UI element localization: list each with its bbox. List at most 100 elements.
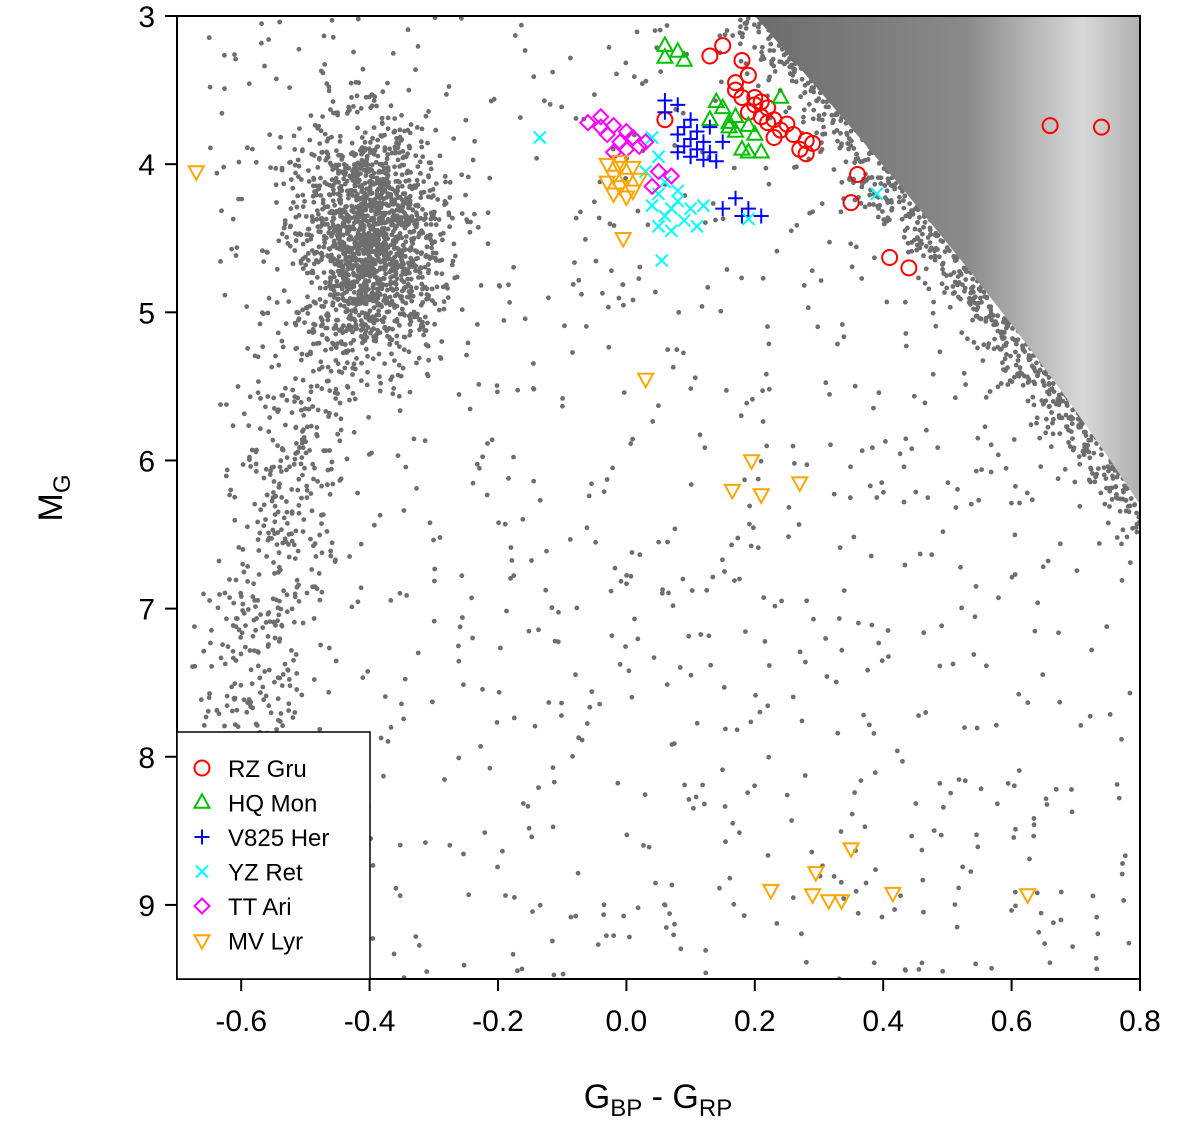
field-star-point — [383, 242, 389, 247]
field-star-point — [342, 342, 348, 347]
field-star-point — [394, 303, 400, 309]
field-star-point — [329, 208, 335, 214]
field-star-point — [344, 456, 350, 462]
field-star-point — [1034, 360, 1039, 366]
field-star-point — [713, 217, 718, 223]
field-star-point — [370, 863, 376, 868]
field-star-point — [364, 295, 370, 301]
field-star-point — [886, 179, 891, 185]
field-star-point — [766, 77, 772, 83]
field-star-point — [898, 893, 903, 899]
field-star-point — [624, 573, 629, 578]
field-star-point — [398, 273, 404, 278]
field-star-point — [738, 58, 744, 64]
field-star-point — [227, 595, 233, 600]
field-star-point — [337, 478, 343, 483]
field-star-point — [614, 71, 619, 77]
field-star-point — [399, 258, 405, 264]
field-star-point — [383, 282, 389, 288]
field-star-point — [925, 235, 931, 240]
field-star-point — [443, 179, 448, 185]
data-point-hq-mon — [707, 91, 726, 109]
field-star-point — [1089, 647, 1094, 653]
field-star-point — [370, 135, 375, 141]
field-star-point — [573, 913, 579, 919]
field-star-point — [623, 60, 629, 66]
field-star-point — [379, 191, 385, 197]
field-star-point — [308, 423, 314, 429]
field-star-point — [257, 426, 263, 432]
field-star-point — [937, 663, 943, 669]
field-star-point — [1058, 889, 1064, 895]
field-star-point — [748, 543, 754, 549]
field-star-point — [268, 710, 274, 716]
field-star-point — [990, 313, 996, 318]
field-star-point — [838, 130, 843, 136]
field-star-point — [415, 650, 421, 656]
field-star-point — [787, 71, 793, 77]
field-star-point — [916, 275, 921, 281]
data-point-tt-ari — [643, 177, 661, 196]
field-star-point — [317, 726, 323, 732]
field-star-point — [350, 390, 356, 396]
field-star-point — [261, 502, 267, 508]
field-star-point — [330, 198, 336, 204]
field-star-point — [346, 301, 352, 307]
field-star-point — [766, 754, 772, 760]
field-star-point — [288, 177, 294, 183]
y-axis-title: MG — [32, 475, 76, 522]
x-tick-label: 0.8 — [1119, 1005, 1161, 1038]
field-star-point — [376, 308, 381, 314]
field-star-point — [230, 623, 236, 628]
field-star-point — [407, 145, 412, 151]
field-star-point — [260, 625, 266, 630]
field-star-point — [385, 253, 390, 259]
field-star-point — [274, 266, 280, 272]
field-star-point — [839, 322, 845, 327]
field-star-point — [732, 0, 737, 3]
field-star-point — [470, 635, 475, 641]
field-star-point — [358, 318, 364, 323]
data-point-mv-lyr — [790, 476, 809, 493]
field-star-point — [262, 63, 267, 69]
field-star-point — [731, 165, 737, 171]
field-star-point — [328, 277, 334, 283]
field-star-point — [386, 180, 392, 185]
legend-label-yz-ret: YZ Ret — [228, 860, 303, 887]
field-star-point — [901, 464, 907, 470]
field-star-point — [263, 693, 269, 699]
field-star-point — [917, 227, 923, 233]
field-star-point — [872, 770, 878, 776]
data-point-v825-her — [753, 208, 769, 224]
field-star-point — [299, 407, 304, 413]
field-star-point — [229, 246, 235, 252]
field-star-point — [991, 346, 997, 352]
field-star-point — [556, 609, 561, 615]
field-star-point — [573, 116, 579, 121]
field-star-point — [412, 221, 418, 227]
field-star-point — [834, 127, 840, 133]
field-star-point — [270, 527, 276, 533]
field-star-point — [437, 153, 443, 159]
field-star-point — [912, 226, 918, 232]
field-star-point — [296, 316, 302, 322]
field-star-point — [456, 643, 461, 649]
field-star-point — [268, 165, 273, 171]
field-star-point — [380, 246, 385, 252]
field-star-point — [722, 569, 727, 574]
field-star-point — [1003, 325, 1009, 331]
legend-marker-rz-gru — [193, 759, 211, 777]
field-star-point — [335, 341, 340, 346]
field-star-point — [437, 307, 442, 313]
field-star-point — [1047, 960, 1053, 966]
field-star-point — [321, 33, 327, 39]
field-star-point — [664, 682, 670, 687]
field-star-point — [238, 682, 244, 688]
field-star-point — [608, 588, 614, 594]
field-star-point — [802, 82, 808, 88]
field-star-point — [876, 206, 881, 211]
field-star-point — [292, 556, 298, 561]
field-star-point — [272, 679, 277, 685]
field-star-point — [265, 310, 271, 316]
field-star-point — [253, 469, 259, 474]
